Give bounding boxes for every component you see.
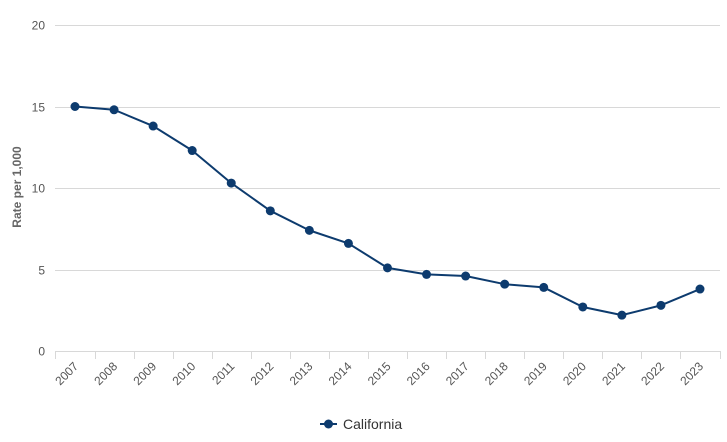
x-axis: 2007 2008 2009 2010 2011 2012 2013 2014 2015 2016… [52,351,721,388]
legend-dot-marker [324,419,333,429]
data-point[interactable] [148,121,158,131]
data-point[interactable] [500,279,510,289]
x-tick-label: 2022 [638,359,667,388]
y-axis-title: Rate per 1,000 [10,146,24,228]
x-tick-label: 2012 [248,359,277,388]
data-point[interactable] [695,284,705,294]
y-tick-label: 5 [38,264,45,278]
data-point[interactable] [383,263,392,273]
legend[interactable]: California [320,416,402,432]
x-tick-label: 2023 [677,359,706,388]
x-tick-label: 2020 [560,359,589,388]
data-point[interactable] [187,146,197,156]
x-tick-label: 2014 [326,359,355,388]
data-point[interactable] [461,271,471,281]
y-tick-label: 20 [32,19,46,33]
x-tick-label: 2015 [365,359,394,388]
legend-label-california: California [343,416,402,432]
x-tick-label: 2021 [599,359,628,388]
data-point[interactable] [304,225,314,235]
data-point[interactable] [539,282,549,292]
y-axis: 0 5 10 15 20 [32,19,46,359]
data-point[interactable] [422,269,432,279]
data-point[interactable] [265,206,275,216]
y-tick-label: 0 [38,345,45,359]
x-tick-label: 2009 [130,359,159,388]
x-tick-label: 2007 [52,359,81,388]
data-point[interactable] [343,238,353,248]
grid-layer [55,25,720,352]
data-point[interactable] [578,302,588,312]
data-point[interactable] [109,105,119,115]
data-point[interactable] [617,310,627,320]
data-point[interactable] [656,300,666,310]
x-tick-label: 2011 [209,359,237,387]
x-tick-label: 2013 [287,359,316,388]
x-tick-label: 2008 [91,359,120,388]
x-tick-label: 2019 [521,359,550,388]
x-tick-label: 2017 [443,359,472,388]
series-line [74,105,701,317]
y-tick-label: 10 [32,182,46,196]
x-tick-label: 2018 [482,359,511,388]
data-point[interactable] [226,178,236,188]
x-tick-label: 2016 [404,359,433,388]
y-tick-label: 15 [32,101,46,115]
x-tick-label: 2010 [170,359,199,388]
series-layer [70,102,705,320]
data-point[interactable] [70,102,80,111]
